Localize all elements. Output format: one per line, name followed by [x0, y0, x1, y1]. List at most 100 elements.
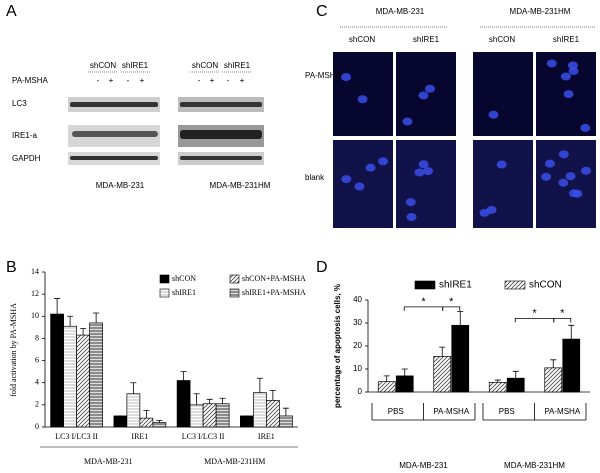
y-tick-label: 10: [31, 311, 39, 320]
panel-label: B: [6, 259, 17, 276]
error-bar: [67, 315, 74, 327]
row-label: PA-MSHA: [12, 76, 49, 85]
bar: [50, 313, 64, 428]
error-bar: [93, 312, 100, 323]
y-tick-label: 30: [353, 318, 362, 327]
bar: [279, 415, 293, 428]
x-tick-label: PBS: [499, 407, 515, 416]
legend-label: shIRE1: [172, 288, 196, 297]
group-label: MDA-MB-231HM: [504, 461, 565, 470]
y-tick-label: 14: [31, 267, 39, 276]
nucleus: [544, 159, 555, 168]
x-tick-label: PBS: [388, 407, 404, 416]
error-bar: [193, 393, 200, 405]
y-tick-label: 6: [35, 355, 39, 364]
cell-line-label: MDA-MB-231HM: [510, 7, 571, 16]
y-tick-label: 8: [35, 333, 39, 342]
nucleus: [568, 67, 579, 76]
treatment-sign: -: [127, 76, 130, 85]
nucleus: [354, 182, 365, 191]
treatment-sign: +: [109, 76, 114, 85]
legend-label: shCON: [172, 274, 196, 283]
cell-line-label: MDA-MB-231: [376, 7, 425, 16]
nucleus: [405, 198, 416, 207]
nucleus: [378, 157, 389, 166]
nucleus: [558, 178, 569, 187]
error-bar: [206, 398, 213, 404]
error-bar: [54, 298, 61, 315]
nucleus: [565, 172, 576, 181]
row-label: LC3: [12, 99, 27, 108]
treatment-sign: +: [140, 76, 145, 85]
nucleus: [418, 160, 429, 169]
bar: [488, 381, 507, 393]
nucleus: [568, 189, 579, 198]
significance-bracket: [442, 306, 461, 311]
bar: [189, 404, 204, 428]
cell-line-label: MDA-MB-231: [96, 181, 145, 190]
legend-swatch: [229, 274, 240, 284]
nucleus: [365, 163, 376, 172]
legend-swatch: [159, 274, 170, 284]
x-tick-label: PA-MSHA: [433, 407, 470, 416]
bar: [152, 422, 167, 428]
bar: [215, 403, 230, 428]
x-tick-label: PA-MSHA: [544, 407, 581, 416]
legend-swatch: [504, 280, 526, 290]
legend-label: shIRE1: [439, 280, 472, 291]
column-header: shIRE1: [553, 35, 580, 44]
error-bar: [80, 328, 87, 336]
bar: [253, 392, 267, 428]
panel-label: C: [316, 3, 328, 20]
panel-label: A: [6, 3, 17, 20]
bar: [562, 338, 581, 393]
nucleus: [496, 160, 507, 169]
legend-swatch: [414, 280, 436, 290]
group-bracket: [482, 403, 587, 421]
error-bar: [282, 407, 289, 416]
y-tick-label: 0: [35, 422, 39, 431]
error-bar: [143, 409, 150, 419]
error-bar: [494, 379, 501, 383]
treatment-sign: -: [198, 76, 201, 85]
x-tick-label: LC3 I/LC3 II: [182, 432, 225, 441]
treatment-sign: -: [97, 76, 100, 85]
row-label: IRE1-a: [12, 131, 37, 140]
significance-mark: *: [449, 296, 454, 308]
error-bar: [219, 397, 226, 404]
nucleus: [560, 72, 571, 81]
error-bar: [439, 346, 446, 357]
nucleus: [414, 168, 425, 177]
nucleus: [581, 166, 592, 175]
nucleus: [558, 150, 569, 159]
y-tick-label: 40: [353, 295, 362, 304]
group-label: MDA-MB-231: [84, 457, 132, 466]
x-tick-label: IRE1: [258, 432, 275, 441]
bar: [76, 334, 90, 428]
error-bar: [512, 370, 519, 379]
group-bracket: [371, 403, 476, 421]
error-bar: [130, 382, 137, 394]
column-header: shIRE1: [413, 35, 440, 44]
error-bar: [156, 419, 163, 423]
bar: [202, 403, 217, 428]
bar: [544, 367, 563, 393]
column-header: shCON: [349, 35, 375, 44]
x-tick-label: LC3 I/LC3 II: [55, 432, 98, 441]
y-tick-label: 10: [353, 364, 362, 373]
y-axis-label: fold activation by PA-MSHA: [9, 303, 18, 397]
bar: [433, 356, 452, 393]
micrograph: [333, 52, 393, 136]
error-bar: [383, 375, 390, 382]
significance-mark: *: [532, 307, 537, 319]
column-header: shIRE1: [224, 61, 251, 70]
nucleus: [341, 175, 352, 184]
error-bar: [457, 311, 464, 326]
y-tick-label: 4: [35, 378, 39, 387]
bar: [506, 377, 525, 393]
column-header: shCON: [90, 61, 116, 70]
column-header: shCON: [192, 61, 218, 70]
y-axis-label: percentage of apoptosis cells, %: [333, 284, 342, 408]
